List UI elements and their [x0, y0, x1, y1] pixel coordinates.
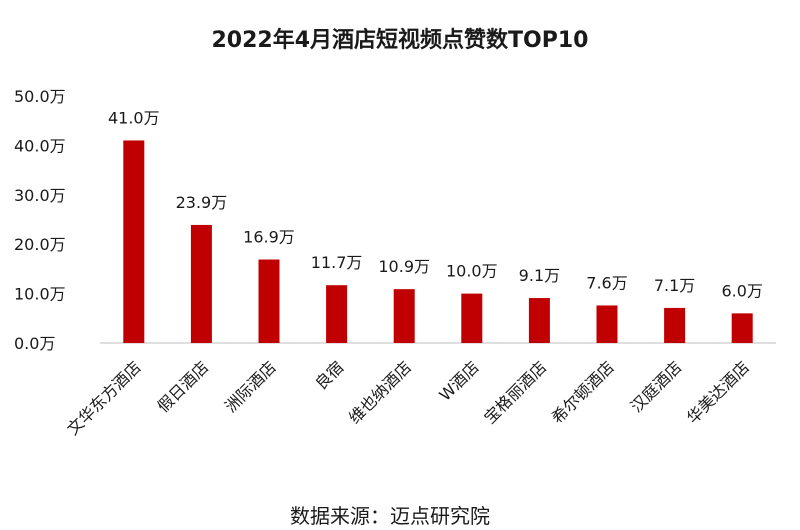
bar — [664, 307, 686, 343]
data-label: 10.9万 — [378, 257, 430, 276]
x-tick-label: W酒店 — [435, 357, 482, 404]
data-label: 9.1万 — [519, 266, 560, 285]
source-note: 数据来源：迈点研究院 — [290, 504, 490, 528]
data-label: 16.9万 — [243, 228, 295, 247]
y-tick-label: 20.0万 — [14, 235, 66, 254]
bar — [596, 305, 618, 343]
bar — [190, 224, 212, 343]
y-tick-label: 30.0万 — [14, 186, 66, 205]
bars — [123, 140, 753, 343]
x-tick-label: 维也纳酒店 — [345, 357, 415, 427]
bar — [258, 259, 280, 343]
data-label: 11.7万 — [311, 253, 363, 272]
data-label: 41.0万 — [108, 108, 160, 127]
bar — [393, 289, 415, 343]
data-label: 7.6万 — [586, 273, 627, 292]
y-tick-label: 50.0万 — [14, 87, 66, 106]
x-tick-label: 宝格丽酒店 — [480, 357, 550, 427]
bar — [731, 313, 753, 343]
x-tick-label: 良宿 — [311, 357, 347, 393]
x-tick-label: 汉庭酒店 — [627, 357, 686, 416]
chart-title: 2022年4月酒店短视频点赞数TOP10 — [211, 28, 589, 53]
x-tick-label: 洲际酒店 — [221, 357, 280, 416]
y-axis-ticks: 0.0万 10.0万 20.0万 30.0万 40.0万 50.0万 — [14, 87, 66, 353]
data-label: 23.9万 — [176, 193, 228, 212]
data-label: 7.1万 — [654, 276, 695, 295]
data-label: 6.0万 — [721, 281, 762, 300]
bar — [123, 140, 145, 343]
data-label: 10.0万 — [446, 262, 498, 281]
y-tick-label: 10.0万 — [14, 285, 66, 304]
bar — [461, 293, 483, 343]
x-tick-label: 华美达酒店 — [683, 357, 753, 427]
y-tick-label: 0.0万 — [14, 334, 55, 353]
x-tick-label: 假日酒店 — [154, 357, 213, 416]
x-tick-label: 希尔顿酒店 — [548, 357, 618, 427]
bar — [326, 285, 348, 343]
bar — [528, 298, 550, 343]
y-tick-label: 40.0万 — [14, 136, 66, 155]
value-labels: 41.0万 23.9万 16.9万 11.7万 10.9万 10.0万 9.1万 7.6万 7.… — [108, 108, 763, 300]
x-tick-label: 文华东方酒店 — [63, 357, 144, 438]
